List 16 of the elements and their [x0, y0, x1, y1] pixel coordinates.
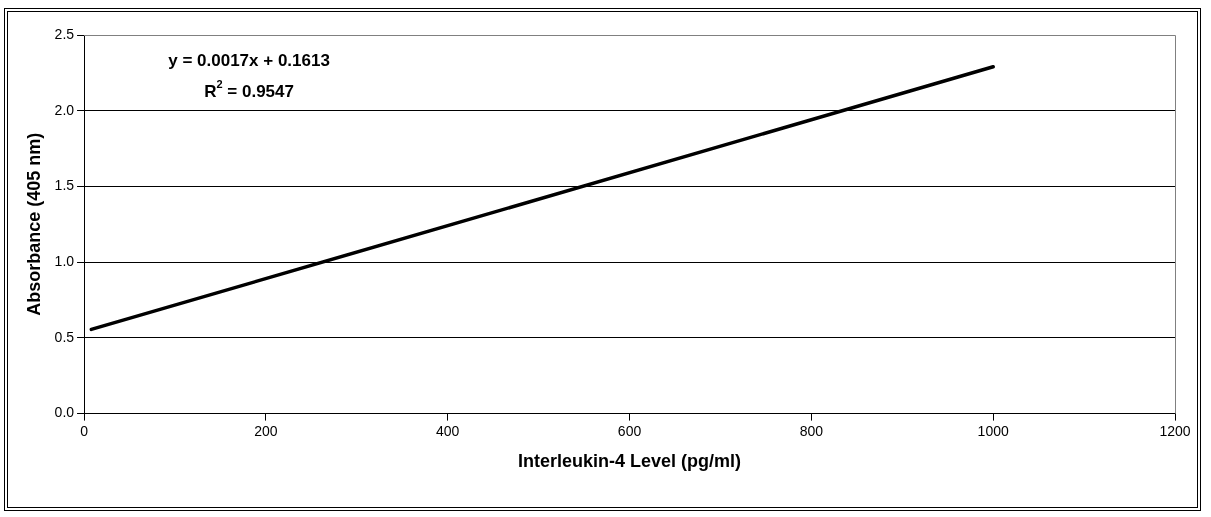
x-axis-title: Interleukin-4 Level (pg/ml) [518, 451, 742, 472]
y-tick-label: 1.5 [54, 177, 75, 194]
annotation: y = 0.0017x + 0.1613 [168, 50, 330, 70]
x-tick-label: 1000 [977, 422, 1009, 439]
y-tick-label: 0.0 [54, 404, 75, 421]
x-tick-label: 400 [436, 422, 460, 439]
x-tick-label: 800 [799, 422, 824, 439]
y-axis-title: Absorbance (405 nm) [23, 132, 44, 316]
y-tick-label: 2.0 [54, 101, 75, 118]
y-tick-label: 1.0 [54, 253, 75, 270]
x-tick-label: 600 [617, 422, 642, 439]
y-tick-label: 0.5 [54, 328, 75, 345]
x-tick-label: 1200 [1159, 422, 1191, 439]
x-tick-label: 200 [254, 422, 278, 439]
x-tick-label: 0 [80, 422, 89, 439]
y-tick-label: 2.5 [54, 25, 75, 42]
